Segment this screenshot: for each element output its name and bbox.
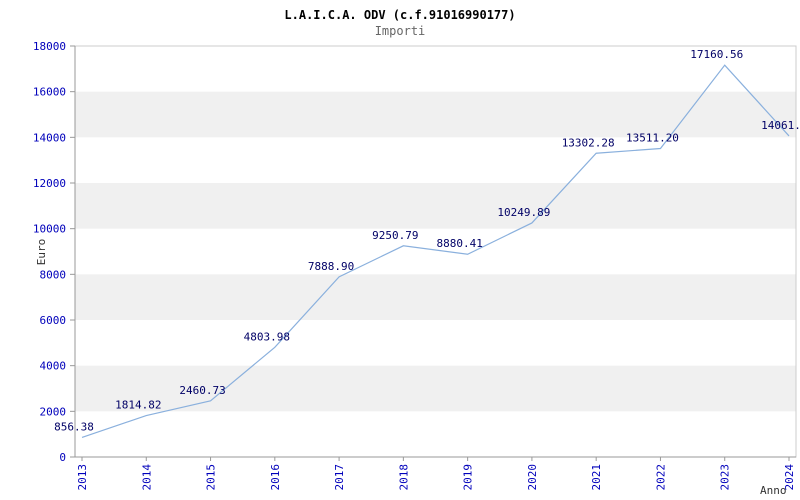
grid-band <box>75 365 796 412</box>
x-tick-label: 2015 <box>205 464 218 491</box>
x-tick-label: 2022 <box>654 464 667 491</box>
y-tick-label: 16000 <box>33 86 66 99</box>
x-tick-label: 2014 <box>140 464 153 491</box>
y-tick-label: 10000 <box>33 223 66 236</box>
data-point-label: 9250.79 <box>372 229 418 242</box>
y-tick-label: 4000 <box>40 360 67 373</box>
y-tick-label: 6000 <box>40 314 67 327</box>
chart-title: L.A.I.C.A. ODV (c.f.91016990177) <box>284 8 516 22</box>
data-point-label: 10249.89 <box>497 206 550 219</box>
data-point-label: 7888.90 <box>308 260 354 273</box>
data-point-label: 856.38 <box>54 420 94 433</box>
x-tick-label: 2024 <box>783 464 796 491</box>
y-tick-label: 2000 <box>40 405 67 418</box>
x-tick-label: 2018 <box>397 464 410 491</box>
y-tick-label: 18000 <box>33 40 66 53</box>
y-tick-label: 8000 <box>40 268 67 281</box>
grid-band <box>75 91 796 138</box>
y-tick-label: 12000 <box>33 177 66 190</box>
y-axis-title: Euro <box>35 239 48 266</box>
x-tick-label: 2017 <box>333 464 346 491</box>
x-axis-title: Anno <box>760 484 787 497</box>
data-point-label: 8880.41 <box>436 237 482 250</box>
data-point-label: 4803.98 <box>244 330 290 343</box>
data-point-label: 13302.28 <box>562 136 615 149</box>
data-point-label: 2460.73 <box>179 384 225 397</box>
y-tick-label: 14000 <box>33 131 66 144</box>
chart-subtitle: Importi <box>374 24 426 38</box>
y-tick-label: 0 <box>59 451 66 464</box>
data-point-label: 1814.82 <box>115 399 161 412</box>
x-tick-label: 2013 <box>76 464 89 491</box>
x-tick-label: 2020 <box>526 464 539 491</box>
x-tick-label: 2016 <box>269 464 282 491</box>
x-tick-label: 2021 <box>590 464 603 491</box>
grid-band <box>75 183 796 229</box>
data-line <box>81 64 790 439</box>
data-point-label: 13511.20 <box>626 131 679 144</box>
x-tick-label: 2023 <box>719 464 732 491</box>
data-point-label: 17160.56 <box>690 48 743 61</box>
data-point-label: 14061. <box>761 119 800 132</box>
grid-band <box>75 274 796 320</box>
x-tick-label: 2019 <box>462 464 475 491</box>
